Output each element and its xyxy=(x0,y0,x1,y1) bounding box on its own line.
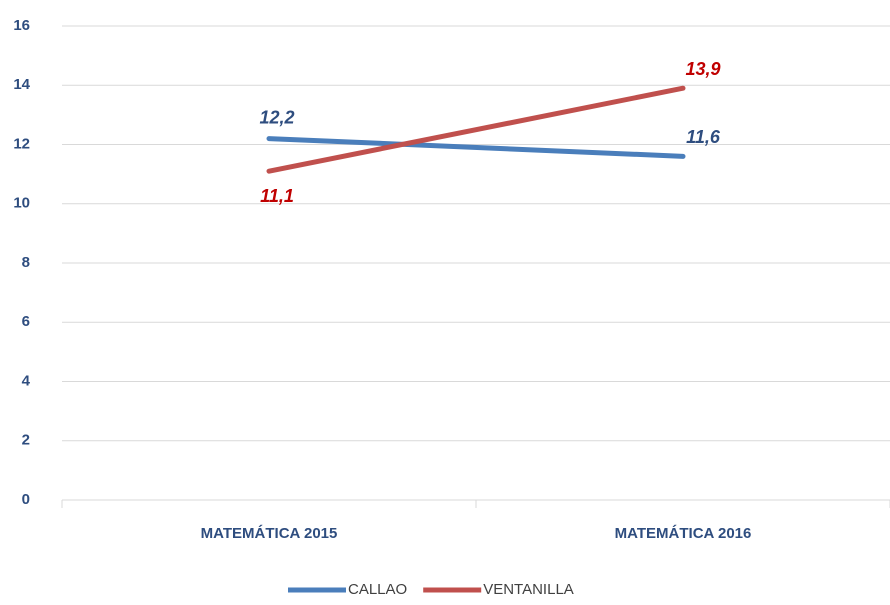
x-tick-label: MATEMÁTICA 2016 xyxy=(615,525,752,542)
data-label: 12,2 xyxy=(259,107,294,127)
x-tick-label: MATEMÁTICA 2015 xyxy=(201,525,338,542)
legend-label: VENTANILLA xyxy=(483,581,574,598)
y-tick-label: 14 xyxy=(13,76,30,93)
data-label: 13,9 xyxy=(685,59,720,79)
y-tick-label: 6 xyxy=(22,313,30,330)
y-tick-label: 12 xyxy=(13,135,30,152)
line xyxy=(266,85,686,174)
legend-label: CALLAO xyxy=(348,581,407,598)
y-tick-label: 10 xyxy=(13,195,30,212)
y-tick-label: 16 xyxy=(13,17,30,34)
line xyxy=(266,136,686,159)
data-label: 11,6 xyxy=(686,127,721,147)
y-tick-label: 2 xyxy=(22,432,30,449)
y-tick-label: 8 xyxy=(22,254,30,271)
data-label: 11,1 xyxy=(260,186,294,206)
y-tick-label: 4 xyxy=(22,372,31,389)
y-tick-label: 0 xyxy=(22,491,30,508)
